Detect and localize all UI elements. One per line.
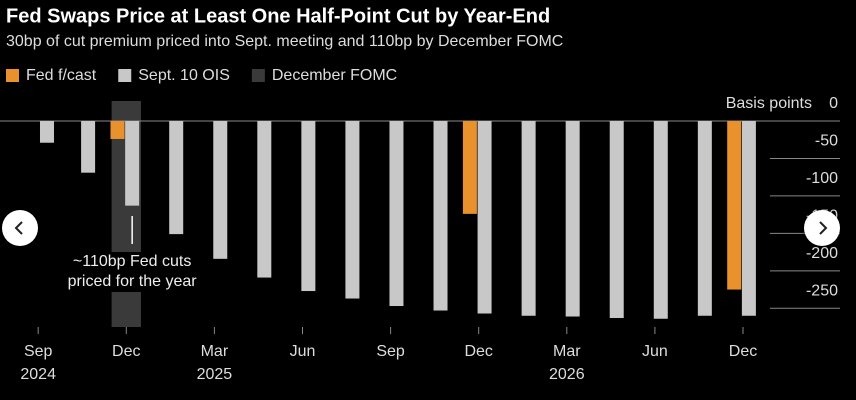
bar bbox=[169, 121, 184, 235]
legend-swatch bbox=[6, 69, 19, 82]
bar bbox=[653, 121, 668, 319]
bar bbox=[110, 121, 125, 139]
bar bbox=[741, 121, 756, 316]
chart-title: Fed Swaps Price at Least One Half-Point … bbox=[6, 5, 550, 27]
bar bbox=[521, 121, 536, 316]
x-tick-label: Mar 2025 bbox=[197, 343, 233, 383]
bar bbox=[389, 121, 404, 307]
y-axis-label: Basis points bbox=[726, 95, 812, 112]
legend-label: December FOMC bbox=[272, 67, 397, 84]
annotation: ~110bp Fed cuts priced for the year bbox=[57, 252, 208, 292]
y-tick-label: 0 bbox=[829, 95, 838, 112]
bar bbox=[727, 121, 742, 290]
prev-button[interactable] bbox=[2, 210, 38, 246]
legend-label: Fed f/cast bbox=[26, 67, 97, 84]
x-tick-label: Mar 2026 bbox=[549, 343, 585, 383]
x-tick-label: Sep 2024 bbox=[20, 343, 56, 383]
next-button[interactable] bbox=[804, 210, 840, 246]
legend-swatch bbox=[251, 69, 265, 82]
legend-label: Sept. 10 OIS bbox=[138, 67, 230, 84]
bar bbox=[565, 121, 580, 317]
next-icon bbox=[819, 221, 828, 235]
x-tick-label: Dec bbox=[464, 343, 492, 360]
y-tick-label: -200 bbox=[806, 245, 838, 262]
bar bbox=[125, 121, 140, 206]
bar bbox=[345, 121, 360, 299]
legend-swatch bbox=[118, 69, 132, 82]
chart-subtitle: 30bp of cut premium priced into Sept. me… bbox=[6, 33, 563, 50]
bar bbox=[257, 121, 272, 278]
x-tick-label: Jun bbox=[642, 343, 668, 360]
bar bbox=[462, 121, 477, 214]
bar bbox=[301, 121, 316, 292]
legend: Fed f/cast Sept. 10 OIS December FOMC bbox=[6, 67, 397, 84]
y-tick-label: -100 bbox=[806, 170, 838, 187]
x-tick-label: Jun bbox=[290, 343, 316, 360]
bar bbox=[477, 121, 492, 314]
prev-icon bbox=[14, 221, 23, 235]
y-tick-label: -250 bbox=[806, 282, 838, 299]
bar bbox=[609, 121, 624, 319]
bar bbox=[697, 121, 712, 316]
bar bbox=[81, 121, 96, 173]
bar bbox=[39, 121, 54, 143]
x-tick-label: Dec bbox=[112, 343, 140, 360]
bar bbox=[213, 121, 228, 259]
bar bbox=[433, 121, 448, 311]
y-tick-label: -50 bbox=[815, 133, 838, 150]
x-tick-label: Dec bbox=[729, 343, 757, 360]
x-tick-label: Sep bbox=[376, 343, 405, 360]
